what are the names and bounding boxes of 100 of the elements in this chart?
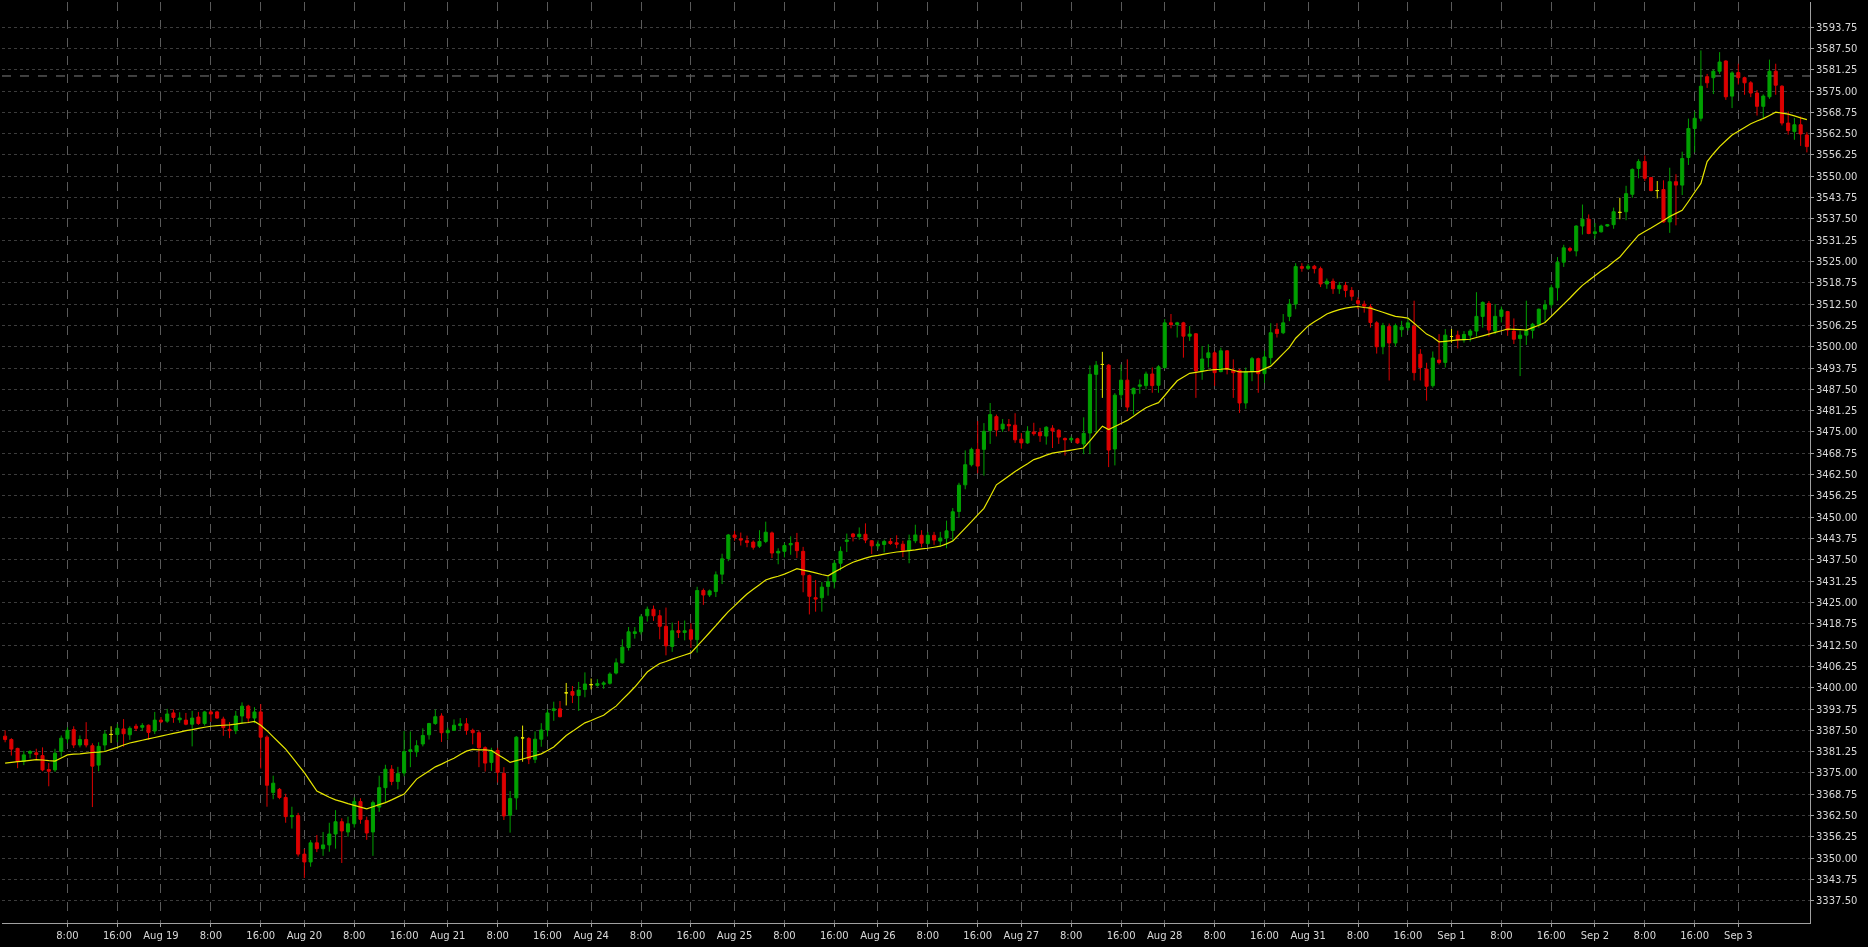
candlestick [445, 727, 450, 741]
candlestick [738, 532, 743, 547]
candlestick [96, 741, 101, 772]
x-tick-label: 8:00 [773, 930, 796, 941]
candlestick [1006, 418, 1011, 432]
candlestick [1667, 167, 1672, 234]
y-tick-label: 3531.25 [1816, 234, 1858, 246]
candlestick [246, 704, 251, 724]
candlestick [165, 708, 170, 724]
candlestick [1761, 93, 1766, 119]
y-tick-label: 3581.25 [1816, 64, 1858, 76]
candlestick [52, 748, 58, 773]
candlestick [520, 725, 525, 763]
candlestick [869, 539, 874, 555]
candlestick [258, 703, 263, 770]
y-tick-label: 3431.25 [1816, 575, 1858, 587]
candlestick [1574, 224, 1579, 257]
candlestick [190, 710, 195, 747]
candlestick [433, 709, 438, 726]
candlestick [1237, 368, 1242, 414]
candlestick [1106, 363, 1111, 468]
candlestick [838, 546, 843, 571]
x-tick-label: 16:00 [389, 930, 419, 941]
candlestick [1754, 89, 1760, 117]
x-tick-label: 8:00 [916, 930, 940, 941]
candlestick [657, 609, 662, 640]
candlestick [1549, 284, 1554, 309]
candlestick [470, 728, 475, 745]
candlestick [1193, 332, 1198, 399]
y-tick-label: 3412.50 [1816, 639, 1858, 651]
x-tick-label: 8:00 [1059, 930, 1083, 941]
candlestick [1480, 300, 1485, 329]
candlestick [639, 613, 644, 636]
candlestick [1331, 278, 1336, 295]
candlestick [1437, 333, 1442, 365]
y-tick-label: 3493.75 [1816, 362, 1858, 374]
candlestick [1000, 418, 1005, 433]
candlestick [420, 727, 425, 747]
candlestick [688, 622, 693, 649]
x-tick-label: 8:00 [1490, 930, 1513, 941]
candlestick [1511, 317, 1516, 345]
x-tick-label: 8:00 [199, 930, 223, 941]
candlestick [1767, 59, 1772, 100]
candlestick [3, 729, 8, 743]
candlestick [564, 682, 569, 706]
candlestick [1125, 358, 1130, 412]
candlestick [975, 420, 980, 474]
y-tick-label: 3556.25 [1816, 149, 1858, 161]
candlestick [1069, 435, 1074, 443]
x-tick-label: 16:00 [819, 930, 849, 941]
candlestick [1156, 364, 1161, 394]
candlestick [1505, 310, 1510, 337]
candlestick [1137, 378, 1142, 395]
candlestick [807, 574, 812, 615]
candlestick [121, 718, 126, 748]
candlestick [670, 622, 675, 653]
candlestick [158, 716, 164, 724]
candlestick [1730, 70, 1735, 109]
candlestick [1050, 424, 1055, 449]
y-tick-label: 3462.50 [1816, 469, 1858, 481]
candlestick [1112, 392, 1117, 466]
y-tick-label: 3350.00 [1816, 852, 1858, 864]
candlestick [801, 546, 806, 593]
candlestick [1798, 116, 1803, 147]
candlestick [701, 587, 706, 606]
candlestick [1430, 351, 1435, 389]
candlestick [1374, 320, 1379, 355]
candlestick [1062, 436, 1068, 457]
candlestick [1231, 358, 1236, 399]
candlestick [233, 710, 238, 735]
candlestick [215, 710, 220, 720]
candlestick [71, 725, 76, 749]
candlestick [1617, 197, 1622, 220]
candlestick [109, 725, 114, 744]
candlestick [1094, 360, 1099, 434]
candlestick [252, 706, 257, 724]
candlestick [1044, 425, 1049, 446]
y-tick-label: 3593.75 [1816, 21, 1858, 33]
candlestick [364, 816, 369, 841]
candlestick [682, 620, 687, 641]
candlestick [981, 422, 986, 477]
candlestick [1561, 244, 1566, 268]
candlestick [676, 620, 681, 639]
x-tick-label: 16:00 [533, 930, 562, 941]
candlestick [1256, 357, 1261, 394]
candlestick [221, 716, 226, 737]
candlestick [551, 701, 556, 722]
candlestick [1087, 364, 1092, 455]
x-tick-label: 16:00 [1393, 930, 1423, 941]
candlestick [196, 711, 201, 726]
candlestick [1081, 416, 1086, 455]
candlestick [744, 535, 750, 548]
y-tick-label: 3481.25 [1816, 405, 1858, 417]
candlestick [1474, 291, 1479, 338]
candlestick [875, 539, 880, 550]
candlestick [956, 482, 962, 519]
candlestick [1281, 313, 1286, 335]
candlestick [1723, 59, 1728, 101]
candlestick [171, 709, 176, 724]
candlestick [289, 806, 294, 830]
